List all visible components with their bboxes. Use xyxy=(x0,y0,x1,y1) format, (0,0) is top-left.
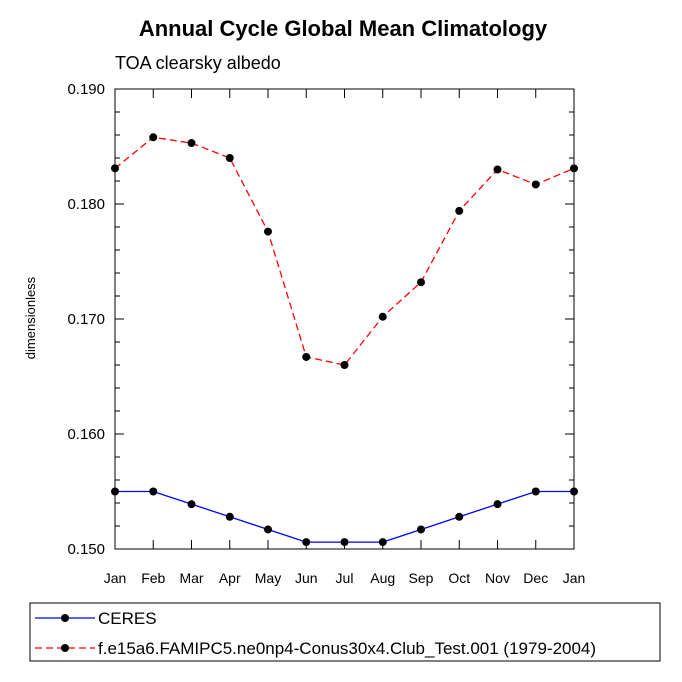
series-1-point xyxy=(340,538,349,547)
legend: CERES f.e15a6.FAMIPC5.ne0np4-Conus30x4.Cl… xyxy=(35,609,596,658)
x-tick-label: Jul xyxy=(336,570,354,586)
series-1-point xyxy=(570,487,578,496)
series-2-point xyxy=(455,206,464,215)
series-layer xyxy=(111,133,578,547)
series-1-point xyxy=(187,500,196,509)
y-tick-label: 0.150 xyxy=(67,541,105,558)
series-1-point xyxy=(455,512,464,521)
y-tick-label: 0.160 xyxy=(67,426,105,443)
series-1-point xyxy=(493,500,502,509)
series-2-point xyxy=(417,278,425,287)
legend-marker-1 xyxy=(61,614,69,622)
chart-title: Annual Cycle Global Mean Climatology xyxy=(139,16,548,41)
x-tick-label: Jan xyxy=(563,570,586,586)
series-1-point xyxy=(417,525,425,534)
plot-frame xyxy=(114,88,575,550)
axes: Jan Feb Mar Apr May Jun Jul Aug Sep Oct Nov Dec Jan 0… xyxy=(67,81,585,586)
series-2-point xyxy=(340,361,349,369)
series-2-point xyxy=(378,312,387,321)
series-2-point xyxy=(225,154,234,162)
y-tick-label: 0.190 xyxy=(67,81,105,98)
series-1-point xyxy=(378,538,387,547)
x-tick-label: Feb xyxy=(141,570,165,586)
x-tick-label: Sep xyxy=(409,570,434,586)
series-2-point xyxy=(111,164,119,173)
series-2-point xyxy=(264,227,272,236)
series-2-point xyxy=(493,165,502,174)
x-tick-label: May xyxy=(255,570,281,586)
series-1-point xyxy=(149,487,158,496)
x-tick-label: Dec xyxy=(523,570,548,586)
series-1-point xyxy=(531,487,540,496)
x-tick-label: Apr xyxy=(219,570,241,586)
series-2-point xyxy=(187,139,196,148)
y-tick-label: 0.170 xyxy=(67,311,105,328)
legend-marker-2 xyxy=(61,644,69,652)
legend-label-1: CERES xyxy=(98,609,157,628)
x-tick-label: Jun xyxy=(295,570,318,586)
chart-subtitle: TOA clearsky albedo xyxy=(115,53,281,73)
series-2-point xyxy=(302,352,311,361)
series-2-point xyxy=(531,180,540,189)
series-1-point xyxy=(111,487,119,496)
series-2-point xyxy=(570,164,578,173)
x-tick-label: Jan xyxy=(104,570,127,586)
legend-box xyxy=(29,602,661,662)
legend-label-2: f.e15a6.FAMIPC5.ne0np4-Conus30x4.Club_Te… xyxy=(98,639,596,658)
series-line-2 xyxy=(114,136,575,366)
series-line-1 xyxy=(115,490,574,543)
series-1-point xyxy=(302,538,311,547)
series-1-point xyxy=(264,525,272,534)
series-1-point xyxy=(225,512,234,521)
y-tick-label: 0.180 xyxy=(67,196,105,213)
x-tick-label: Mar xyxy=(179,570,203,586)
y-axis-label: dimensionless xyxy=(23,276,38,359)
x-tick-label: Aug xyxy=(370,570,395,586)
x-tick-label: Nov xyxy=(485,570,510,586)
x-tick-label: Oct xyxy=(448,570,470,586)
series-2-point xyxy=(149,133,158,142)
